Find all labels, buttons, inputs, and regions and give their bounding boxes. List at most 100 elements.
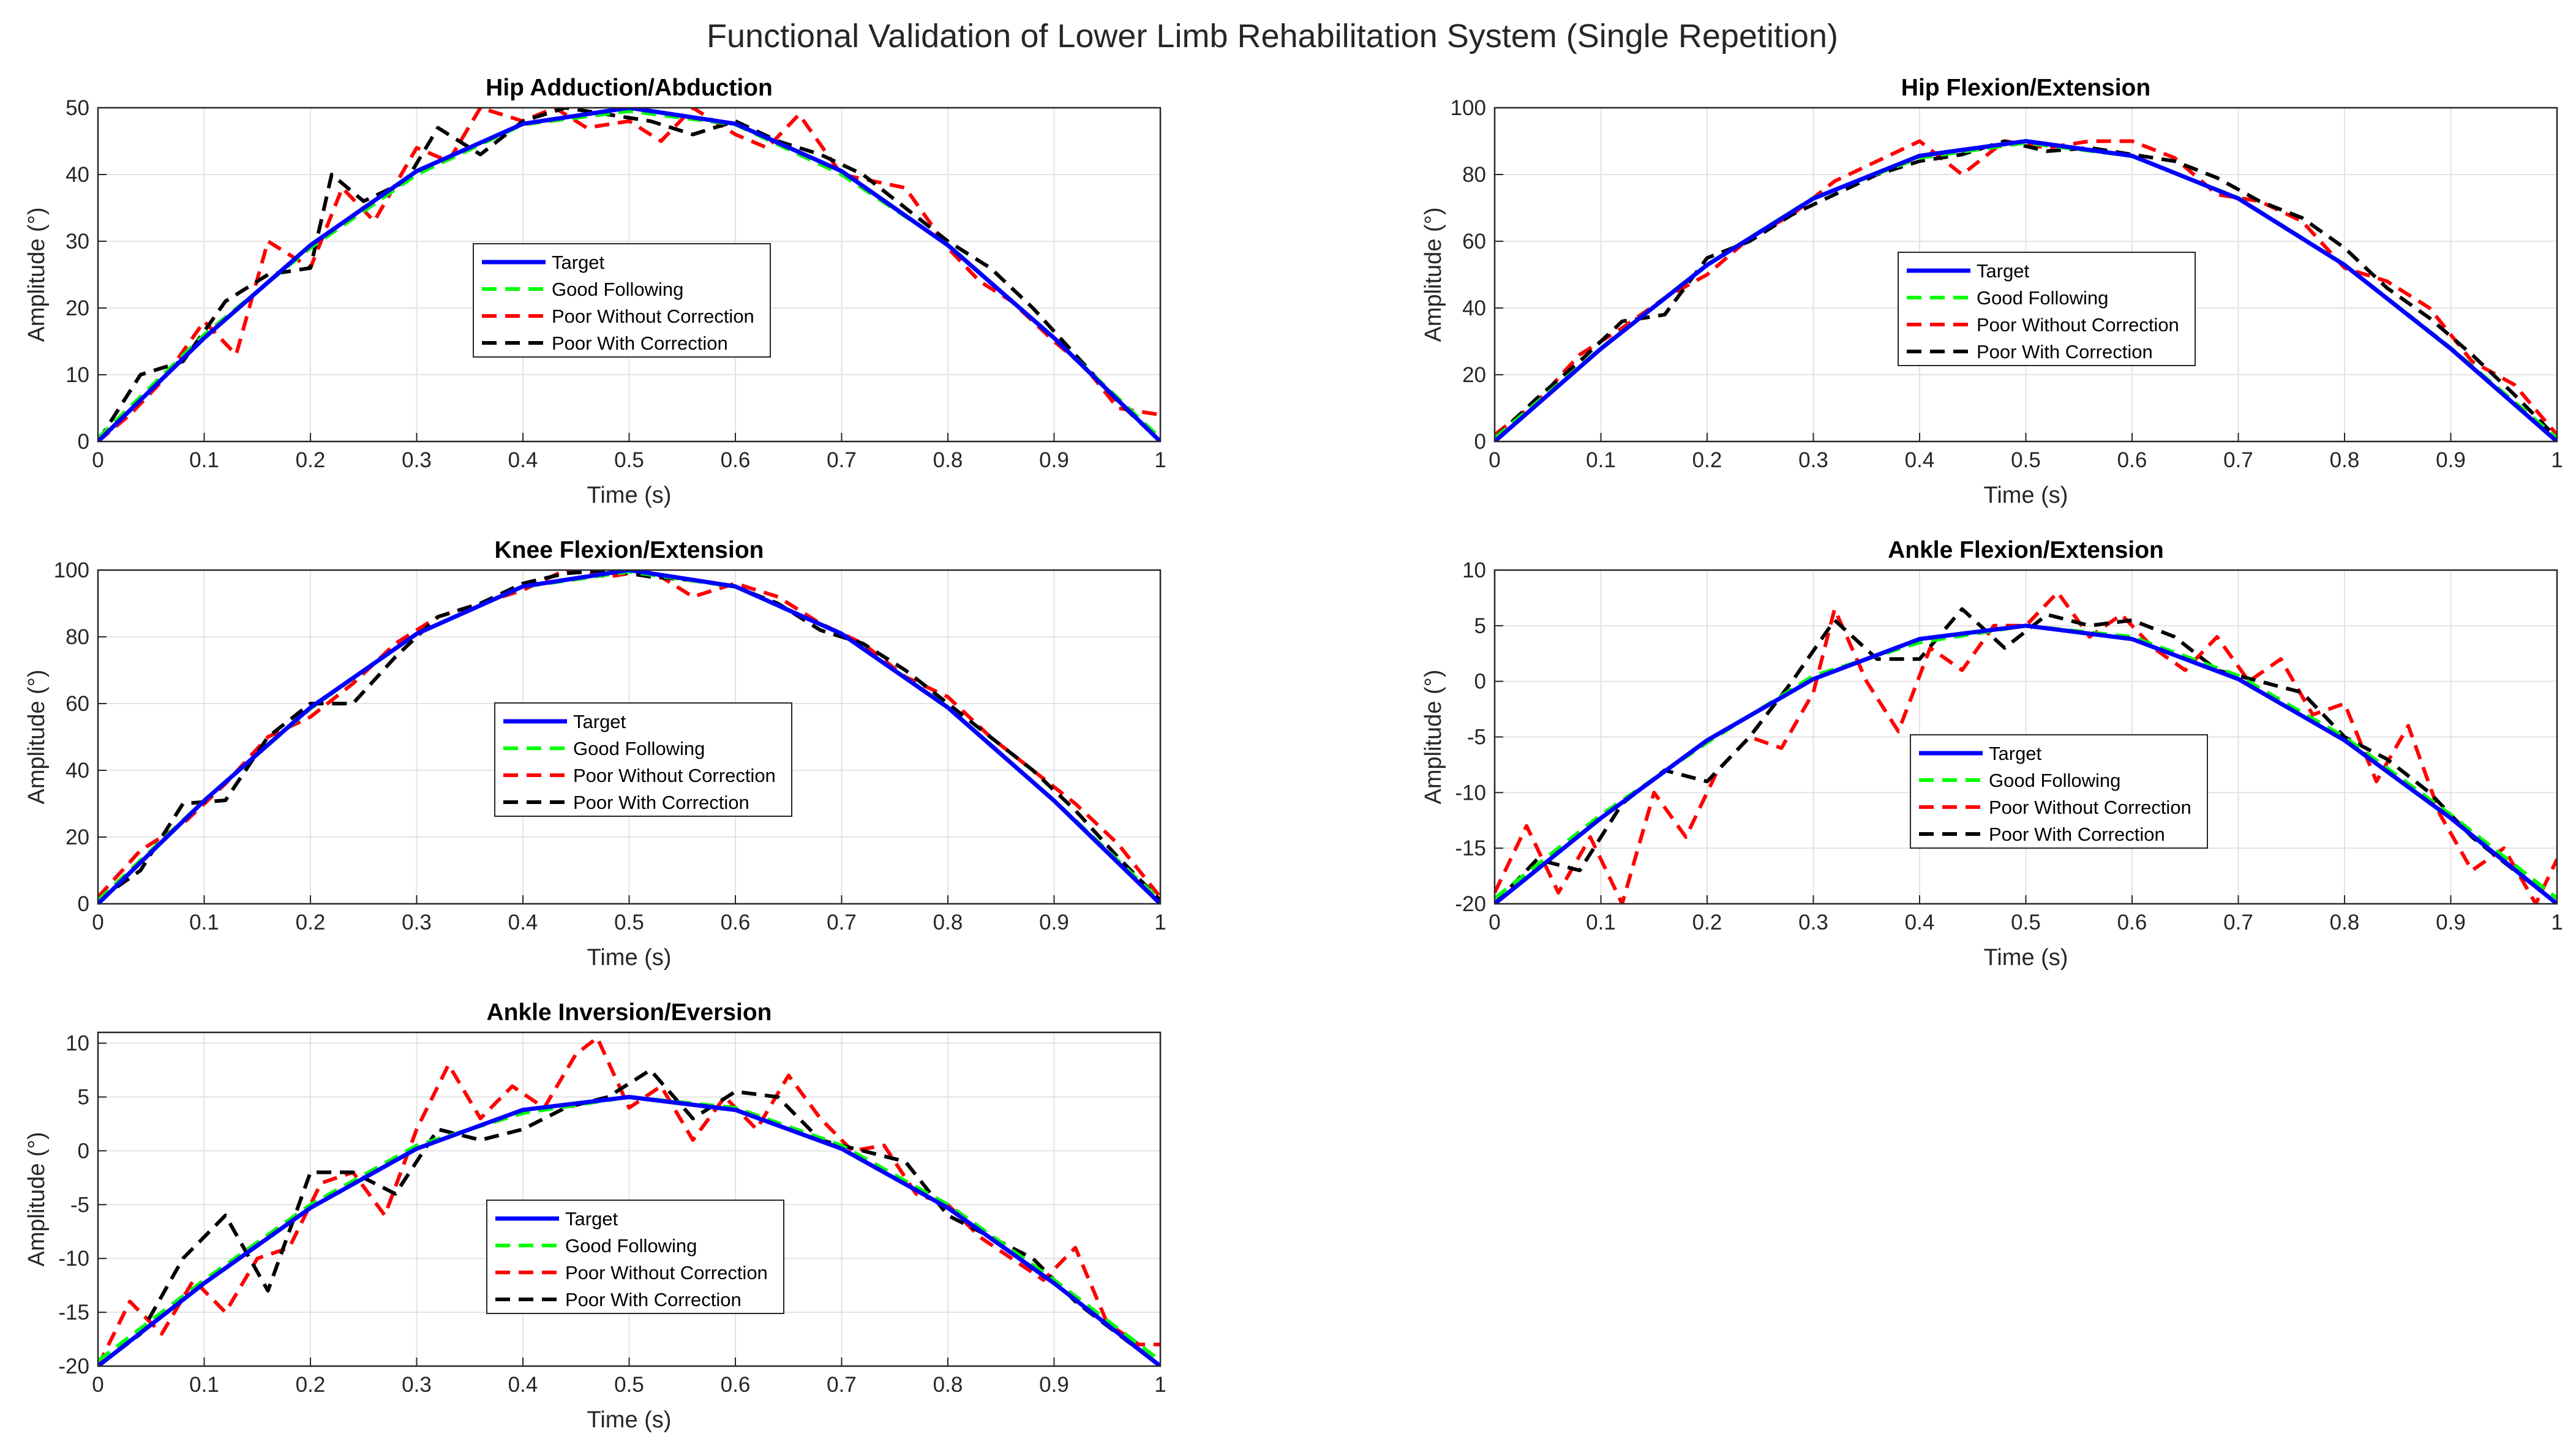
x-tick-label: 0.1	[189, 448, 219, 472]
y-tick-label: -5	[70, 1193, 89, 1217]
x-tick-label: 0.7	[827, 1373, 857, 1397]
subplot-title: Hip Adduction/Abduction	[486, 75, 773, 101]
y-tick-label: 50	[66, 96, 89, 120]
series-poor-without-correction	[1495, 139, 2557, 437]
y-tick-label: 0	[78, 1139, 89, 1163]
legend-label-poor-with-correction: Poor With Correction	[573, 792, 749, 813]
subplot-5: 0 0.1 0.2 0.3 0.4 0.5 0.6 0.7 0.8 0.9 1 -20 -15 -10 -5…	[24, 999, 1166, 1433]
x-tick-label: 0	[1489, 448, 1500, 472]
legend-label-poor-with-correction: Poor With Correction	[565, 1289, 742, 1310]
legend-label-good-following: Good Following	[565, 1235, 697, 1257]
x-tick-label: 0.4	[1905, 911, 1935, 934]
y-axis-label: Amplitude (°)	[24, 207, 50, 342]
y-tick-label: 5	[1474, 614, 1486, 638]
x-tick-label: 0.9	[1039, 1373, 1069, 1397]
y-tick-label: 0	[1474, 670, 1486, 694]
legend-label-poor-without-correction: Poor Without Correction	[552, 306, 754, 327]
series-poor-with-correction	[1495, 607, 2557, 904]
x-tick-label: 0.6	[2117, 448, 2147, 472]
axes-box	[97, 107, 1162, 443]
legend-label-good-following: Good Following	[1977, 287, 2108, 309]
series-target	[1495, 139, 2557, 441]
subplot-4: 0 0.1 0.2 0.3 0.4 0.5 0.6 0.7 0.8 0.9 1 -20 -15 -10 -5…	[1421, 537, 2563, 971]
y-tick-label: -10	[58, 1247, 89, 1271]
x-tick-label: 0.1	[1586, 911, 1616, 934]
y-tick-label: 80	[1462, 163, 1486, 187]
x-tick-label: 0.2	[296, 911, 326, 934]
y-tick-label: 10	[66, 1032, 89, 1056]
y-tick-label: 20	[66, 825, 89, 849]
series-poor-without-correction	[1495, 590, 2557, 904]
x-tick-label: 0.2	[296, 448, 326, 472]
y-tick-label: 100	[1451, 96, 1486, 120]
x-tick-label: 0.4	[508, 911, 538, 934]
legend: Target Good Following Poor Without Correct…	[473, 243, 771, 358]
legend-label-good-following: Good Following	[573, 738, 705, 759]
axes-box	[1493, 107, 2558, 443]
x-axis-label: Time (s)	[587, 1407, 672, 1433]
legend-label-target: Target	[1977, 260, 2030, 282]
x-tick-label: 0.7	[827, 448, 857, 472]
x-tick-label: 0	[92, 1373, 103, 1397]
y-tick-label: 10	[1462, 558, 1486, 582]
x-tick-label: 0.6	[2117, 911, 2147, 934]
subplot-title: Hip Flexion/Extension	[1901, 75, 2150, 101]
x-tick-label: 0.2	[1692, 448, 1722, 472]
x-tick-label: 0.3	[1798, 448, 1828, 472]
series-poor-with-correction	[98, 570, 1160, 902]
y-tick-label: 10	[66, 363, 89, 387]
x-tick-label: 0.4	[508, 448, 538, 472]
x-tick-label: 1	[2551, 911, 2563, 934]
x-tick-label: 0.7	[2223, 448, 2253, 472]
legend-label-poor-without-correction: Poor Without Correction	[573, 765, 776, 786]
axes-box	[97, 1031, 1162, 1367]
y-tick-label: -20	[1455, 892, 1486, 916]
legend-label-poor-without-correction: Poor Without Correction	[1989, 797, 2191, 818]
x-tick-label: 0.5	[614, 911, 644, 934]
series-target	[1495, 623, 2557, 904]
legend: Target Good Following Poor Without Correct…	[1910, 734, 2208, 849]
x-tick-label: 0.7	[2223, 911, 2253, 934]
y-tick-label: -20	[58, 1354, 89, 1378]
x-tick-label: 0.3	[402, 1373, 432, 1397]
x-tick-label: 0.2	[1692, 911, 1722, 934]
x-tick-label: 0.8	[933, 1373, 963, 1397]
x-tick-label: 1	[1154, 448, 1166, 472]
x-tick-label: 0.8	[2330, 911, 2360, 934]
x-axis-label: Time (s)	[1984, 945, 2068, 971]
y-tick-label: 40	[66, 759, 89, 783]
x-tick-label: 0.6	[721, 1373, 751, 1397]
axes-box	[97, 569, 1162, 905]
subplot-1: 0 0.1 0.2 0.3 0.4 0.5 0.6 0.7 0.8 0.9 101020304050…	[24, 75, 1166, 508]
x-tick-label: 0.8	[2330, 448, 2360, 472]
x-tick-label: 0.9	[2436, 911, 2466, 934]
legend-label-poor-with-correction: Poor With Correction	[552, 332, 728, 354]
y-axis-label: Amplitude (°)	[24, 1132, 50, 1266]
x-tick-label: 1	[1154, 911, 1166, 934]
subplot-title: Ankle Flexion/Extension	[1888, 537, 2164, 563]
x-tick-label: 0.3	[1798, 911, 1828, 934]
figure-title: Functional Validation of Lower Limb Reha…	[707, 18, 1838, 54]
y-tick-label: 20	[1462, 363, 1486, 387]
y-tick-label: 0	[78, 430, 89, 454]
x-tick-label: 0.8	[933, 448, 963, 472]
legend-label-good-following: Good Following	[552, 279, 683, 300]
x-axis-label: Time (s)	[587, 483, 672, 508]
x-tick-label: 0.5	[2011, 911, 2041, 934]
axes-box	[1493, 569, 2558, 905]
y-tick-label: 100	[54, 558, 89, 582]
series-poor-without-correction	[98, 108, 1160, 441]
legend-label-poor-without-correction: Poor Without Correction	[565, 1262, 768, 1283]
x-axis-label: Time (s)	[1984, 483, 2068, 508]
x-tick-label: 0.7	[827, 911, 857, 934]
y-tick-label: -15	[58, 1301, 89, 1324]
x-tick-label: 0.5	[2011, 448, 2041, 472]
series-good-following	[98, 1095, 1160, 1362]
legend: Target Good Following Poor Without Correct…	[494, 702, 792, 817]
series-target	[98, 1095, 1160, 1366]
y-tick-label: 20	[66, 296, 89, 320]
legend: Target Good Following Poor Without Correct…	[486, 1200, 784, 1314]
y-axis-label: Amplitude (°)	[1421, 669, 1446, 804]
x-tick-label: 0.4	[1905, 448, 1935, 472]
